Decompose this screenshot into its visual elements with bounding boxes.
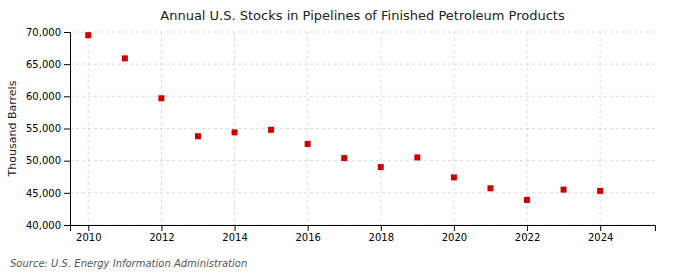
- chart: 2010 2012 2014 2016 2018 2020 2022 2024 40,000 45…: [0, 0, 675, 275]
- y-tick: 70,000: [26, 27, 70, 38]
- grid-line-x: [600, 32, 601, 225]
- grid-line-y: [70, 160, 655, 161]
- y-tick-mark: [64, 32, 70, 33]
- x-tick: 2020: [442, 225, 467, 243]
- x-tick-mark: [308, 225, 309, 231]
- x-tick-label: 2022: [515, 232, 540, 243]
- y-tick: 55,000: [26, 123, 70, 134]
- point: [561, 187, 567, 193]
- grid-line-x: [88, 32, 89, 225]
- y-axis: 40,000 45,000 50,000 55,000 60,000 65,000 70,0…: [26, 27, 71, 231]
- y-tick-label: 55,000: [26, 123, 61, 134]
- x-tick-label: 2016: [295, 232, 320, 243]
- y-axis-title: Thousand Barrels: [6, 80, 19, 177]
- y-tick-label: 60,000: [26, 91, 61, 102]
- y-tick: 65,000: [26, 59, 70, 70]
- y-tick: 45,000: [26, 188, 70, 199]
- x-tick: 2010: [76, 225, 101, 243]
- x-tick: 2022: [515, 225, 540, 243]
- x-tick-mark: [88, 225, 89, 231]
- point: [451, 174, 457, 180]
- title: Annual U.S. Stocks in Pipelines of Finis…: [160, 8, 565, 23]
- x-tick-mark: [600, 225, 601, 231]
- y-tick-label: 50,000: [26, 155, 61, 166]
- point: [341, 155, 347, 161]
- point: [487, 185, 493, 191]
- grid-line-x: [527, 32, 528, 225]
- x-tick-mark: [527, 225, 528, 231]
- y-tick: 40,000: [26, 220, 70, 231]
- point: [378, 164, 384, 170]
- y-tick-label: 65,000: [26, 59, 61, 70]
- y-tick-mark: [64, 193, 70, 194]
- point: [524, 197, 530, 203]
- x-tick-label: 2012: [149, 232, 174, 243]
- x-axis-line: [71, 226, 656, 232]
- points: [85, 32, 603, 203]
- y-tick-mark: [64, 64, 70, 65]
- grid-line-y: [70, 64, 655, 65]
- y-tick-mark: [64, 161, 70, 162]
- y-tick: 60,000: [26, 91, 70, 102]
- grid-line-x: [307, 32, 308, 225]
- y-tick-label: 40,000: [26, 220, 61, 231]
- point: [158, 95, 164, 101]
- x-tick-label: 2020: [442, 232, 467, 243]
- point: [232, 129, 238, 135]
- grid-line-y: [70, 192, 655, 193]
- x-tick-mark: [454, 225, 455, 231]
- grid-line-x: [234, 32, 235, 225]
- x-tick-label: 2024: [588, 232, 613, 243]
- point: [85, 32, 91, 38]
- x-tick-label: 2010: [76, 232, 101, 243]
- source-annotation: Source: U.S. Energy Information Administ…: [10, 258, 247, 269]
- plot-area: 2010 2012 2014 2016 2018 2020 2022 2024 40,000 45…: [26, 27, 656, 243]
- grid-line-x: [380, 32, 381, 225]
- x-tick: 2024: [588, 225, 613, 243]
- x-tick: 2018: [369, 225, 394, 243]
- y-tick-label: 45,000: [26, 188, 61, 199]
- y-tick-mark: [64, 225, 70, 226]
- x-tick: 2014: [222, 225, 247, 243]
- grid: [70, 32, 655, 225]
- y-tick: 50,000: [26, 155, 70, 166]
- grid-line-x: [453, 32, 454, 225]
- point: [122, 55, 128, 61]
- y-tick-label: 70,000: [26, 27, 61, 38]
- point: [305, 141, 311, 147]
- x-tick: 2012: [149, 225, 174, 243]
- point: [268, 127, 274, 133]
- point: [195, 133, 201, 139]
- y-tick-mark: [64, 96, 70, 97]
- x-tick-mark: [381, 225, 382, 231]
- x-tick-label: 2018: [369, 232, 394, 243]
- x-axis: 2010 2012 2014 2016 2018 2020 2022 2024: [71, 225, 656, 243]
- y-tick-mark: [64, 129, 70, 130]
- grid-line-y: [70, 32, 655, 33]
- x-tick: 2016: [295, 225, 320, 243]
- x-tick-mark: [235, 225, 236, 231]
- x-tick-label: 2014: [222, 232, 247, 243]
- point: [414, 154, 420, 160]
- grid-line-y: [70, 128, 655, 129]
- grid-line-x: [161, 32, 162, 225]
- x-tick-mark: [161, 225, 162, 231]
- grid-line-y: [70, 96, 655, 97]
- y-axis-line: [64, 33, 71, 226]
- point: [597, 188, 603, 194]
